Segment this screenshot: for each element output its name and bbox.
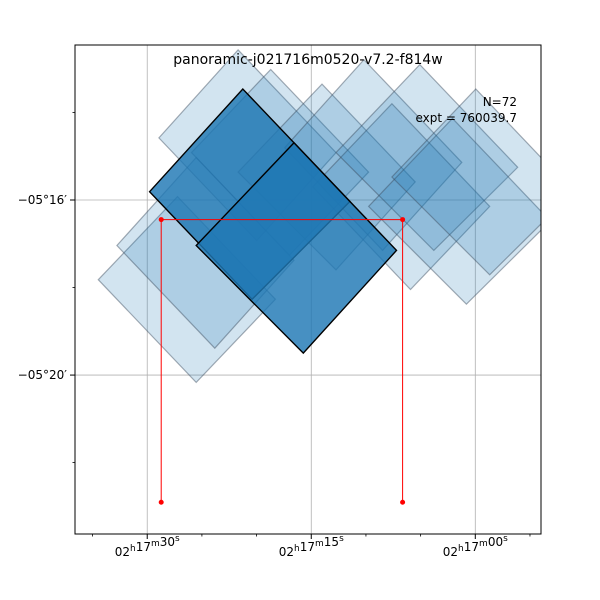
footprint-dark-0-layer-1 bbox=[149, 89, 350, 300]
guide-point-2 bbox=[400, 217, 406, 223]
guide-point-1 bbox=[158, 217, 164, 223]
footprint-dark-0-layer-3 bbox=[149, 89, 350, 300]
plot-background bbox=[75, 45, 541, 534]
footprint-dark-0-layer-2 bbox=[149, 89, 350, 300]
footprint-light-3 bbox=[190, 68, 370, 257]
count-annotation: N=72 bbox=[483, 95, 517, 109]
footprint-dark-1-layer-0 bbox=[196, 142, 397, 354]
guide-path bbox=[158, 217, 406, 505]
footprint-light-9 bbox=[391, 88, 541, 276]
guide-point-0 bbox=[158, 499, 164, 505]
plot-frame bbox=[74, 44, 542, 535]
footprint-light-5 bbox=[283, 58, 463, 252]
footprints bbox=[97, 49, 541, 384]
footprint-dark-1-layer-3 bbox=[196, 142, 397, 354]
axis-ticks: 02h17m30s 02h17m15s 02h17m00s −05°16′ −05°20… bbox=[18, 112, 531, 559]
footprint-light-6 bbox=[311, 102, 491, 291]
footprint-light-2 bbox=[158, 49, 337, 242]
chart-title: panoramic-j021716m0520-v7.2-f814w bbox=[173, 52, 443, 68]
y-tick-label-0: −05°16′ bbox=[18, 193, 68, 207]
x-tick-label-2: 02h17m00s bbox=[443, 534, 508, 559]
guide-point-3 bbox=[400, 499, 406, 505]
footprint-dark-1-layer-2 bbox=[196, 142, 397, 354]
guide-line bbox=[160, 219, 404, 503]
grid-lines bbox=[75, 45, 541, 534]
footprint-light-1 bbox=[116, 156, 295, 350]
footprint-light-8 bbox=[367, 117, 541, 306]
footprint-light-0 bbox=[97, 195, 277, 384]
footprint-dark-1-layer-1 bbox=[196, 142, 397, 354]
x-tick-label-0: 02h17m30s bbox=[115, 534, 180, 559]
footprint-dark-0-layer-0 bbox=[149, 89, 350, 300]
x-tick-label-1: 02h17m15s bbox=[279, 534, 344, 559]
footprint-dark-edge-1 bbox=[195, 141, 398, 355]
exposure-annotation: expt = 760039.7 bbox=[415, 111, 517, 125]
y-tick-label-1: −05°20′ bbox=[18, 368, 68, 382]
